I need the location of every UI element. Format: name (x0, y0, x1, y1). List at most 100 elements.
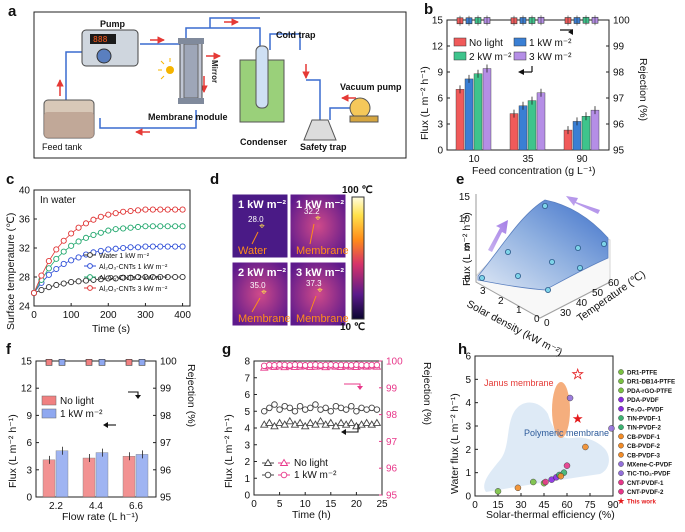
panel-g-chart: 0 5 10 15 20 25 0 1 2 3 4 5 6 7 8 95 96 97 98 99 100 No ligh… (223, 357, 433, 522)
panel-f-ylabel: Flux (L m⁻² h⁻¹) (7, 414, 19, 488)
data-point (373, 361, 381, 369)
y2-tick-label: 99 (613, 42, 625, 53)
y2-tick-label: 99 (386, 383, 398, 394)
y-tick-label: 6 (437, 94, 443, 105)
x-tick-label: 0 (472, 500, 478, 511)
data-point (120, 244, 127, 252)
y-tick-label: 15 (21, 357, 33, 368)
vacuum-pump-label: Vacuum pump (340, 82, 402, 92)
condenser-label: Condenser (240, 137, 288, 147)
bar (536, 92, 546, 151)
legend-label: Water 1 kW m⁻² (99, 253, 150, 260)
surface-point (577, 264, 584, 271)
star-icon: ★ (572, 411, 584, 426)
crosshair-icon: ⌖ (261, 287, 267, 298)
panel-c-legend: Water 1 kW m⁻² Al₂O₃-CNTs 1 kW m⁻² Al₂O₃-C… (84, 252, 168, 293)
data-point (373, 406, 381, 413)
panel-letter-c: c (6, 171, 14, 188)
rejection-marker (58, 359, 66, 366)
y-tick-label: 6 (465, 352, 471, 363)
y-tick-label: 30 (560, 308, 572, 319)
legend-marker (280, 471, 288, 479)
membrane-module-label: Membrane module (148, 112, 228, 122)
safety-trap-label: Safety trap (300, 142, 347, 152)
legend-swatch (41, 395, 57, 406)
y-tick-label: 40 (576, 298, 588, 309)
panel-b-legend: No light 1 kW m⁻² 2 kW m⁻² 3 kW m⁻² (453, 37, 572, 63)
legend-label: 1 kW m⁻² (529, 38, 572, 49)
pump-label: Pump (100, 19, 126, 29)
surface-point (601, 240, 608, 247)
x-tick-label: 20 (351, 499, 363, 510)
surface-point (545, 286, 552, 293)
x-tick-label: 200 (100, 310, 117, 321)
legend-swatch (41, 408, 57, 419)
color-scale-bar (351, 196, 365, 320)
temperature-reading: 37.3 (306, 279, 322, 288)
legend-label: MXene-C-PVDF (627, 462, 672, 469)
panel-c-series (30, 206, 186, 297)
data-point (127, 244, 134, 251)
legend-label: TiN-PVDF-1 (627, 416, 661, 423)
data-point (494, 488, 502, 495)
x-tick-label: 60 (561, 500, 573, 511)
data-point (346, 418, 356, 426)
data-point (142, 206, 149, 213)
data-point (38, 286, 45, 294)
data-point (105, 246, 112, 253)
y2-tick-label: 98 (613, 68, 625, 79)
z-tick-label: 0 (464, 274, 470, 285)
legend-marker (618, 451, 624, 458)
panel-b-y2label: Rejection (%) (637, 58, 649, 121)
trend-arrow-right (566, 196, 600, 214)
data-point (179, 206, 186, 213)
data-point (142, 243, 149, 250)
trend-arrow-left (488, 220, 508, 252)
data-point (68, 242, 75, 249)
legend-swatch (513, 37, 527, 47)
data-point (127, 224, 134, 231)
data-point (112, 275, 119, 282)
bar (42, 459, 56, 498)
legend-label: CB-PVDF-1 (627, 434, 661, 441)
temperature-reading: 32.2 (304, 207, 320, 216)
panel-letter-e: e (456, 171, 464, 188)
data-point (172, 206, 179, 213)
data-point (45, 284, 52, 291)
surface-point (478, 274, 485, 281)
data-point (172, 273, 179, 281)
y-tick-label: 3 (26, 465, 32, 476)
y2-tick-label: 97 (386, 437, 398, 448)
panel-b-bars (455, 64, 600, 151)
temperature-reading: 35.0 (250, 281, 266, 290)
data-point (149, 273, 156, 281)
data-point (326, 418, 336, 426)
legend-marker (618, 433, 624, 440)
data-point (362, 418, 371, 426)
bar (464, 78, 474, 151)
color-scale-min: 10 ℃ (340, 322, 365, 333)
data-point (97, 276, 104, 283)
panel-c-ylabel: Surface temperature (℃) (5, 213, 17, 330)
y-tick-label: 40 (19, 186, 31, 197)
data-point (60, 237, 67, 244)
panel-f-xlabel: Flow rate (L h⁻¹) (62, 511, 138, 523)
panel-b-yticks: 0 3 6 9 12 15 95 96 97 98 99 100 (432, 16, 630, 157)
data-point (75, 254, 82, 261)
data-point (172, 243, 179, 250)
y-tick-label: 2 (465, 445, 471, 456)
panel-h-ylabel: Water flux (L m⁻² h⁻¹) (449, 393, 461, 494)
data-point (179, 243, 186, 250)
y-tick-label: 3 (244, 440, 250, 451)
y2-tick-label: 96 (160, 465, 172, 476)
pointer-line (251, 297, 261, 313)
panel-letter-f: f (6, 341, 12, 358)
y2-tick-label: 98 (386, 410, 398, 421)
y-tick-label: 5 (244, 407, 250, 418)
data-point (90, 231, 97, 238)
data-point (120, 208, 127, 215)
x-tick-label: 1 (516, 305, 522, 316)
data-point (75, 224, 82, 231)
data-point (60, 260, 67, 268)
panel-b-xlabel: Feed concentration (g L⁻¹) (472, 165, 595, 177)
